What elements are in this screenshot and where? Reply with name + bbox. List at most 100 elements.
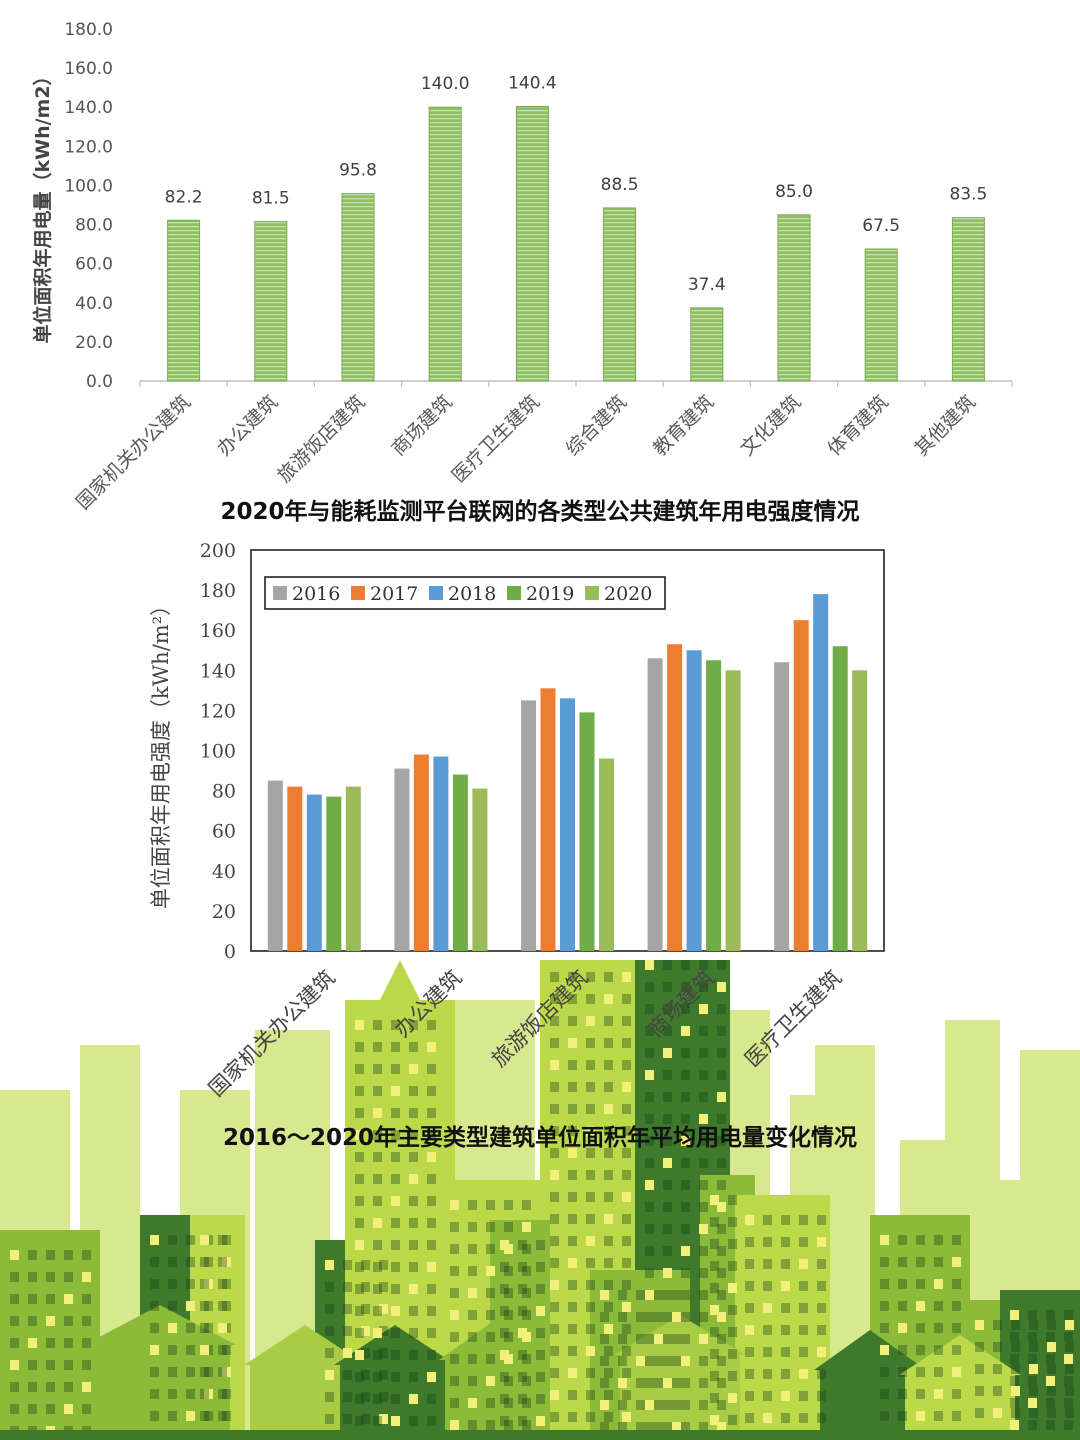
skyline-window <box>681 1004 690 1014</box>
skyline-window <box>663 1136 672 1146</box>
skyline-window <box>355 1020 364 1030</box>
skyline-window <box>699 1114 708 1124</box>
skyline-window <box>468 1244 477 1254</box>
skyline-window <box>409 1372 418 1382</box>
skyline-window <box>373 1416 382 1426</box>
skyline-window <box>604 1038 613 1048</box>
skyline-window <box>604 994 613 1004</box>
skyline-window <box>586 1126 595 1136</box>
skyline-window <box>681 982 690 992</box>
skyline-window <box>717 1136 726 1146</box>
skyline-window <box>427 1416 436 1426</box>
skyline-window <box>717 1202 726 1212</box>
skyline-window <box>82 1272 91 1282</box>
skyline-window <box>975 1364 984 1374</box>
skyline-window <box>663 1114 672 1124</box>
skyline-window <box>898 1411 907 1421</box>
chart2-bar-2017 <box>793 620 809 951</box>
skyline-window <box>204 1257 213 1267</box>
skyline-window <box>699 1180 708 1190</box>
skyline-window <box>168 1235 177 1245</box>
skyline-window <box>654 1378 663 1388</box>
skyline-window <box>1010 1376 1019 1386</box>
skyline-window <box>450 1332 459 1342</box>
skyline-window <box>568 994 577 1004</box>
skyline-window <box>10 1404 19 1414</box>
skyline-window <box>654 1334 663 1344</box>
skyline-window <box>200 1323 209 1333</box>
skyline-window <box>379 1282 388 1292</box>
skyline-window <box>586 1104 595 1114</box>
skyline-window <box>200 1367 209 1377</box>
skyline-window <box>663 1378 672 1388</box>
skyline-window <box>568 1214 577 1224</box>
skyline-window <box>636 1312 645 1322</box>
skyline-window <box>699 1136 708 1146</box>
skyline-window <box>717 1290 726 1300</box>
skyline-window <box>880 1323 889 1333</box>
skyline-window <box>1029 1320 1038 1330</box>
skyline-window <box>504 1376 513 1386</box>
skyline-window <box>361 1370 370 1380</box>
skyline-window <box>186 1411 195 1421</box>
skyline-window <box>522 1244 531 1254</box>
skyline-window <box>681 1114 690 1124</box>
skyline-window <box>622 972 631 982</box>
skyline-window <box>568 1412 577 1422</box>
skyline-window <box>934 1411 943 1421</box>
skyline-window <box>763 1303 772 1313</box>
skyline-house <box>905 1375 1015 1440</box>
skyline-window <box>409 1108 418 1118</box>
skyline-window <box>355 1394 364 1404</box>
skyline-window <box>1046 1420 1055 1430</box>
skyline-window <box>222 1279 231 1289</box>
chart2-ytick-label: 0 <box>224 941 236 963</box>
chart2-legend-swatch <box>507 586 521 600</box>
skyline-ground <box>0 1430 1080 1440</box>
skyline-window <box>204 1279 213 1289</box>
skyline-window <box>604 1368 613 1378</box>
skyline-window <box>200 1411 209 1421</box>
skyline-window <box>427 1108 436 1118</box>
skyline-window <box>586 1258 595 1268</box>
skyline-window <box>46 1250 55 1260</box>
skyline-window <box>373 1240 382 1250</box>
skyline-window <box>654 1290 663 1300</box>
skyline-window <box>745 1347 754 1357</box>
chart2-bar-2020 <box>345 786 361 951</box>
skyline-window <box>728 1261 737 1271</box>
skyline-window <box>568 1236 577 1246</box>
skyline-window <box>500 1416 509 1426</box>
skyline-window <box>710 1371 719 1381</box>
skyline-window <box>799 1347 808 1357</box>
skyline-window <box>373 1350 382 1360</box>
skyline-window <box>64 1294 73 1304</box>
skyline-window <box>82 1294 91 1304</box>
skyline-window <box>468 1420 477 1430</box>
skyline-window <box>427 1086 436 1096</box>
skyline-window <box>373 1108 382 1118</box>
skyline-window <box>699 982 708 992</box>
skyline-window <box>586 1016 595 1026</box>
skyline-window <box>699 1290 708 1300</box>
skyline-window <box>1010 1310 1019 1320</box>
skyline-window <box>150 1279 159 1289</box>
skyline-window <box>186 1323 195 1333</box>
chart2-ytick-label: 140 <box>200 660 236 682</box>
skyline-window <box>645 1180 654 1190</box>
skyline-window <box>536 1394 545 1404</box>
skyline-window <box>568 1170 577 1180</box>
skyline-window <box>427 1284 436 1294</box>
skyline-window <box>622 1192 631 1202</box>
skyline-window <box>64 1250 73 1260</box>
skyline-window <box>663 1400 672 1410</box>
skyline-window <box>518 1240 527 1250</box>
skyline-window <box>450 1354 459 1364</box>
skyline-window <box>781 1303 790 1313</box>
skyline-window <box>622 1126 631 1136</box>
skyline-window <box>604 1060 613 1070</box>
skyline-window <box>898 1279 907 1289</box>
skyline-window <box>1010 1398 1019 1408</box>
chart2-bar-2018 <box>813 594 829 951</box>
skyline-window <box>817 1413 826 1423</box>
